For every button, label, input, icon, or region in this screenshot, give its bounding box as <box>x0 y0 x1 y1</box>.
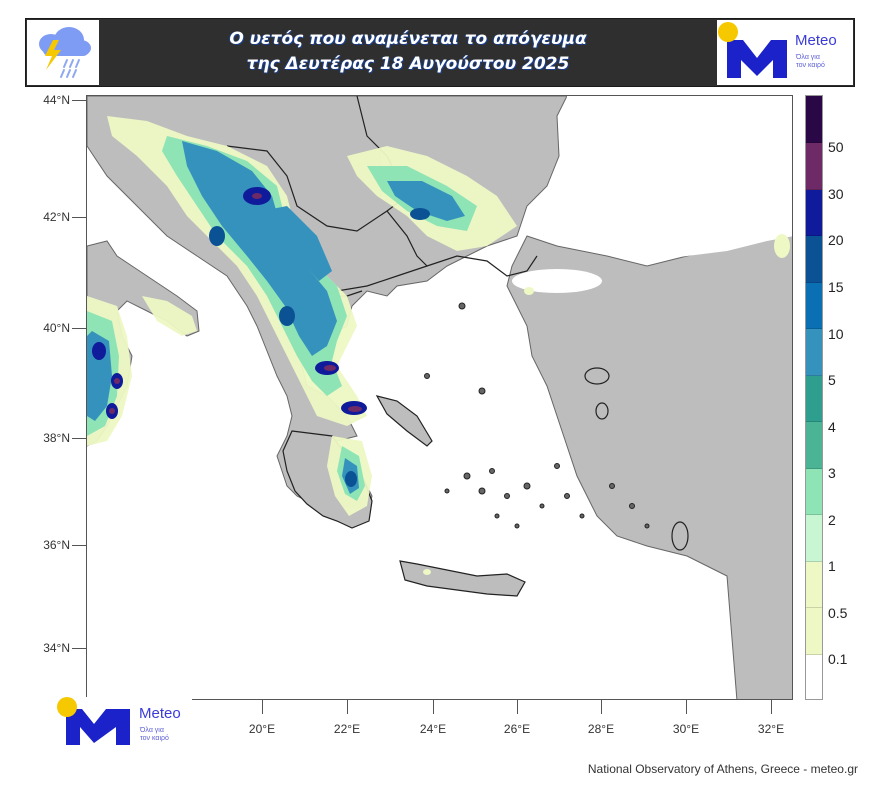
y-tick-label: 38°N <box>43 431 70 445</box>
colorbar-label: 1 <box>828 558 836 574</box>
colorbar-segment <box>806 190 822 236</box>
colorbar-label: 0.1 <box>828 651 848 667</box>
colorbar-segment <box>806 376 822 422</box>
x-tick <box>262 700 263 714</box>
x-tick <box>433 700 434 714</box>
y-tick-label: 36°N <box>43 538 70 552</box>
meteo-m-logo-icon <box>718 22 787 78</box>
weather-icon-box <box>27 20 99 85</box>
x-tick <box>601 700 602 714</box>
y-tick <box>72 545 86 546</box>
colorbar-label: 15 <box>828 279 844 295</box>
map-header: Ο υετός που αναμένεται το απόγευμα της Δ… <box>25 18 855 87</box>
colorbar-segment <box>806 96 822 143</box>
colorbar-label: 2 <box>828 512 836 528</box>
y-tick <box>72 438 86 439</box>
colorbar-label: 10 <box>828 326 844 342</box>
x-tick-label: 30°E <box>672 722 700 736</box>
colorbar-segment <box>806 236 822 283</box>
meteo-m-logo-icon <box>57 697 130 745</box>
colorbar-segment <box>806 422 822 469</box>
y-tick <box>72 100 86 101</box>
map-canvas <box>87 96 792 699</box>
x-tick <box>686 700 687 714</box>
precipitation-map <box>86 95 793 700</box>
logo-brand-text: Meteo <box>795 32 837 49</box>
colorbar-segment <box>806 329 822 376</box>
x-tick-label: 32°E <box>757 722 785 736</box>
title-line-1: Ο υετός που αναμένεται το απόγευμα <box>229 29 587 49</box>
x-tick <box>771 700 772 714</box>
y-tick <box>72 328 86 329</box>
meteo-logo-bottom: Meteo Όλα για τον καιρό <box>52 697 192 749</box>
y-tick-label: 42°N <box>43 210 70 224</box>
title-line-2: της Δευτέρας 18 Αυγούστου 2025 <box>246 54 570 74</box>
colorbar-label: 20 <box>828 232 844 248</box>
colorbar-segment <box>806 283 822 329</box>
page-title: Ο υετός που αναμένεται το απόγευμα της Δ… <box>102 27 714 77</box>
y-tick <box>72 648 86 649</box>
y-tick-label: 40°N <box>43 321 70 335</box>
x-tick-label: 22°E <box>333 722 361 736</box>
colorbar-segment <box>806 143 822 190</box>
meteo-logo: Meteo Όλα για τον καιρό <box>717 20 853 85</box>
colorbar-label: 4 <box>828 419 836 435</box>
precipitation-colorbar <box>805 95 823 700</box>
colorbar-segment <box>806 469 822 515</box>
colorbar-label: 5 <box>828 372 836 388</box>
y-tick-label: 34°N <box>43 641 70 655</box>
logo-tagline: Όλα για τον καιρό <box>140 727 169 742</box>
x-tick-label: 26°E <box>503 722 531 736</box>
y-tick-label: 44°N <box>43 93 70 107</box>
y-tick <box>72 217 86 218</box>
colorbar-segment <box>806 608 822 655</box>
colorbar-label: 0.5 <box>828 605 848 621</box>
x-tick <box>517 700 518 714</box>
x-tick-label: 28°E <box>587 722 615 736</box>
colorbar-segment <box>806 515 822 562</box>
colorbar-label: 50 <box>828 139 844 155</box>
colorbar-label: 3 <box>828 465 836 481</box>
x-tick-label: 24°E <box>419 722 447 736</box>
colorbar-segment <box>806 562 822 608</box>
x-tick <box>347 700 348 714</box>
storm-cloud-lightning-rain-icon <box>39 27 91 78</box>
x-tick-label: 20°E <box>248 722 276 736</box>
source-credit: National Observatory of Athens, Greece -… <box>587 762 858 776</box>
colorbar-label: 30 <box>828 186 844 202</box>
logo-tagline: Όλα για τον καιρό <box>796 54 825 69</box>
logo-brand-text: Meteo <box>139 705 181 722</box>
colorbar-segment <box>806 655 822 699</box>
